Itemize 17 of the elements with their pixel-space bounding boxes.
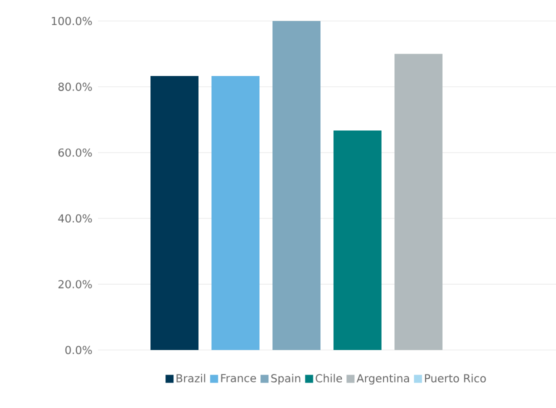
bar [272, 20, 321, 350]
y-tick-label: 20.0% [58, 280, 92, 288]
legend-label: Brazil [176, 374, 206, 382]
bar [334, 130, 382, 350]
y-tick-label: 80.0% [58, 82, 92, 91]
y-tick-label: 40.0% [58, 214, 92, 223]
y-tick-label: 0.0% [65, 346, 92, 354]
bar [150, 76, 198, 350]
legend-label: Spain [271, 374, 300, 385]
bar [394, 54, 442, 350]
bar [212, 76, 260, 350]
legend-label: Puerto Rico [425, 374, 486, 382]
legend-label: Argentina [356, 374, 409, 385]
legend-label: France [221, 374, 256, 382]
y-tick-label: 60.0% [58, 148, 92, 157]
legend-label: Chile [316, 374, 342, 382]
y-tick-label: 100.0% [52, 16, 92, 26]
